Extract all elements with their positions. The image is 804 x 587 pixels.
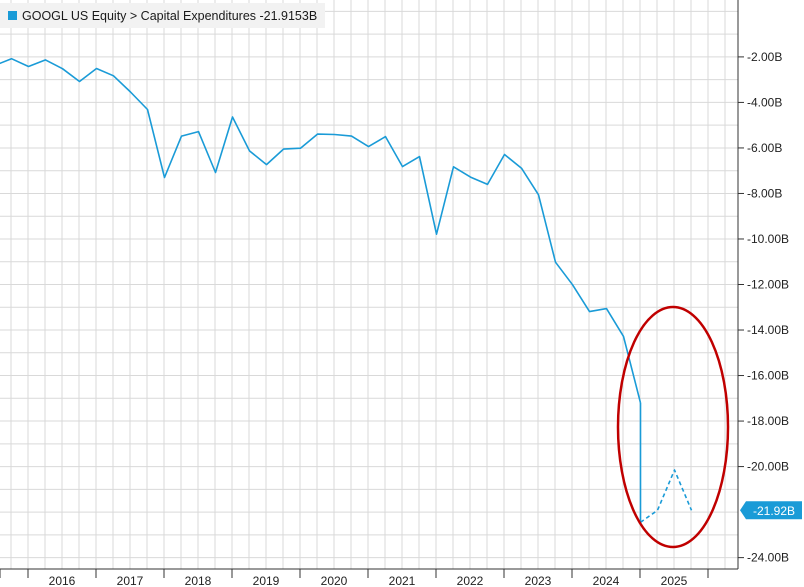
last-value-badge: -21.92B xyxy=(740,501,802,520)
legend-label: GOOGL US Equity > Capital Expenditures -… xyxy=(22,8,318,23)
x-tick-label: 2024 xyxy=(593,574,620,587)
y-tick-label: -18.00B xyxy=(747,414,789,428)
y-tick-label: -10.00B xyxy=(747,232,789,246)
y-tick-label: -4.00B xyxy=(747,95,782,109)
x-tick-label: 2019 xyxy=(253,574,280,587)
x-tick-label: 2020 xyxy=(321,574,348,587)
grid xyxy=(0,0,738,569)
series-line-actual xyxy=(0,57,642,404)
x-tick-label: 2021 xyxy=(389,574,416,587)
highlight-ellipse xyxy=(616,305,730,549)
y-tick-label: -14.00B xyxy=(747,323,789,337)
legend-swatch xyxy=(8,11,17,20)
x-tick-label: 2016 xyxy=(49,574,76,587)
x-tick-label: 2017 xyxy=(117,574,144,587)
y-tick-label: -12.00B xyxy=(747,278,789,292)
y-tick-label: -20.00B xyxy=(747,460,789,474)
y-tick-label: -6.00B xyxy=(747,141,782,155)
x-tick-label: 2018 xyxy=(185,574,212,587)
y-tick-label: -16.00B xyxy=(747,369,789,383)
x-tick-label: 2022 xyxy=(457,574,484,587)
y-tick-label: -2.00B xyxy=(747,50,782,64)
last-value-badge-label: -21.92B xyxy=(753,504,795,518)
y-tick-label: -24.00B xyxy=(747,551,789,565)
legend: GOOGL US Equity > Capital Expenditures -… xyxy=(0,3,326,28)
x-tick-label: 2023 xyxy=(525,574,552,587)
x-tick-label: 2025 xyxy=(661,574,688,587)
series-line-estimate xyxy=(640,469,693,523)
last-value-badge-shape xyxy=(740,501,802,520)
y-tick-label: -8.00B xyxy=(747,186,782,200)
